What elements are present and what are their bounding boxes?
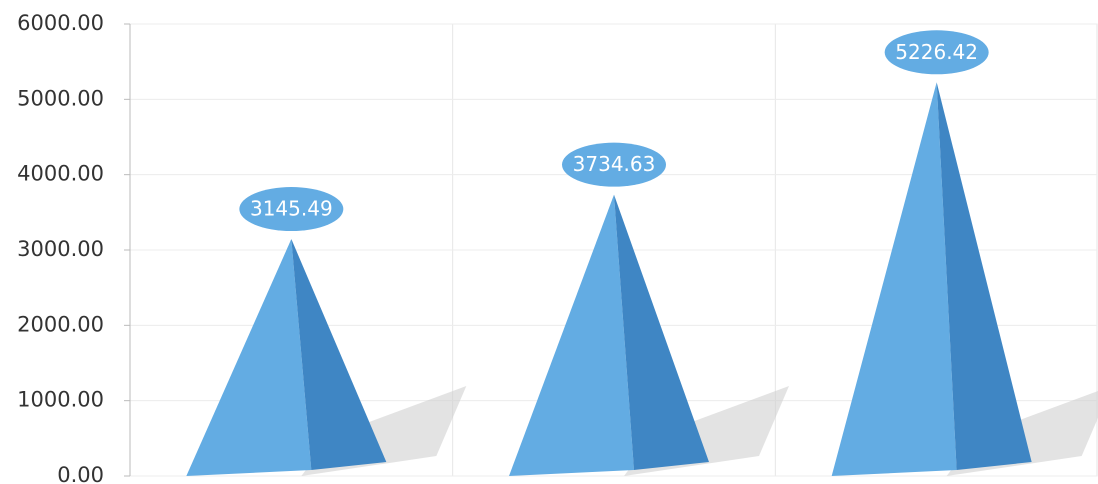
value-label: 3145.49	[250, 197, 333, 221]
y-tick-label: 0.00	[57, 463, 104, 484]
chart: 0.00 1000.00 2000.00 3000.00 4000.00 5000.00 6…	[0, 0, 1098, 484]
y-tick-label: 6000.00	[17, 11, 104, 35]
y-tick-label: 4000.00	[17, 162, 104, 186]
y-tick-label: 5000.00	[17, 86, 104, 110]
y-tick-label: 3000.00	[17, 237, 104, 261]
value-label: 5226.42	[895, 40, 978, 64]
value-label: 3734.63	[573, 152, 656, 176]
y-tick-label: 2000.00	[17, 312, 104, 336]
y-tick-label: 1000.00	[17, 388, 104, 412]
